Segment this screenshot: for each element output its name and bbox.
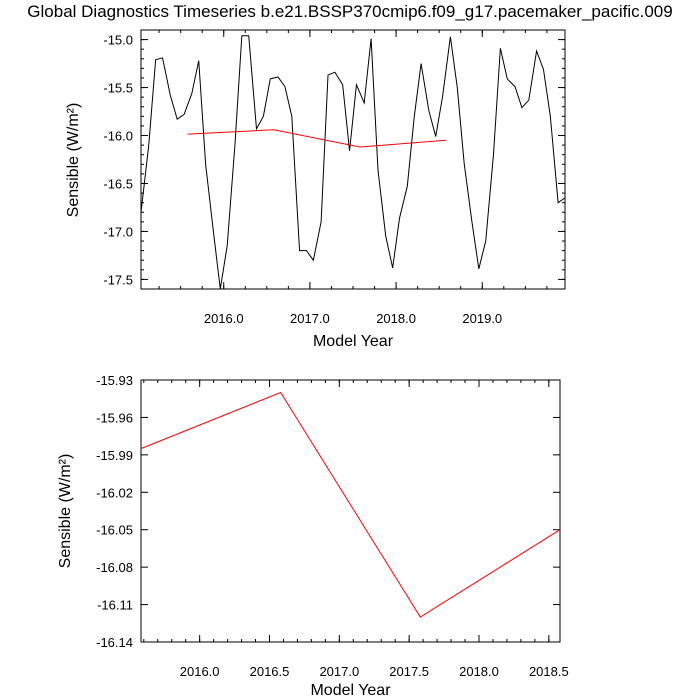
y-tick-label: -16.05 bbox=[96, 523, 133, 538]
y-tick-label: -16.5 bbox=[103, 176, 133, 191]
x-tick-label: 2016.5 bbox=[250, 664, 290, 679]
x-tick-label: 2017.0 bbox=[319, 664, 359, 679]
bottom-panel: -15.93 -15.96 -15.99 -16.02 -16.05 -16.08 -16.… bbox=[57, 373, 569, 699]
y-tick-label: -15.0 bbox=[103, 33, 133, 48]
y-tick-label: -16.11 bbox=[97, 598, 133, 613]
x-tick-label: 2018.5 bbox=[529, 664, 569, 679]
x-tick-label: 2016.0 bbox=[204, 311, 244, 326]
y-axis-label: Sensible (W/m²) bbox=[57, 454, 74, 569]
top-panel: -15.0 -15.5 -16.0 -16.5 -17.0 -17.5 2016.0 2017… bbox=[65, 29, 566, 350]
x-tick-label: 2018.0 bbox=[376, 311, 416, 326]
y-axis-label: Sensible (W/m²) bbox=[65, 103, 82, 218]
x-tick-label: 2017.5 bbox=[389, 664, 429, 679]
y-tick-label: -16.02 bbox=[96, 485, 133, 500]
x-tick-label: 2017.0 bbox=[290, 311, 330, 326]
x-tick-label: 2016.0 bbox=[180, 664, 220, 679]
x-axis-label: Model Year bbox=[313, 333, 394, 350]
x-tick-label: 2018.0 bbox=[459, 664, 499, 679]
annual-mean-line bbox=[140, 391, 561, 618]
x-axis-label: Model Year bbox=[310, 682, 391, 699]
plot-frame bbox=[140, 379, 561, 643]
y-tick-label: -17.5 bbox=[103, 272, 133, 287]
x-tick-label: 2019.0 bbox=[462, 311, 502, 326]
y-tick-label: -16.14 bbox=[96, 635, 133, 650]
annual-mean-line bbox=[187, 129, 447, 148]
y-tick-label: -15.93 bbox=[96, 373, 133, 388]
monthly-line bbox=[140, 35, 566, 290]
plot-frame bbox=[140, 29, 566, 290]
chart-title: Global Diagnostics Timeseries b.e21.BSSP… bbox=[27, 2, 672, 21]
y-tick-label: -16.08 bbox=[96, 560, 133, 575]
y-tick-label: -16.0 bbox=[103, 129, 133, 144]
y-tick-label: -15.5 bbox=[103, 81, 133, 96]
y-tick-label: -15.99 bbox=[96, 448, 133, 463]
y-tick-label: -17.0 bbox=[103, 224, 133, 239]
y-tick-label: -15.96 bbox=[96, 410, 133, 425]
